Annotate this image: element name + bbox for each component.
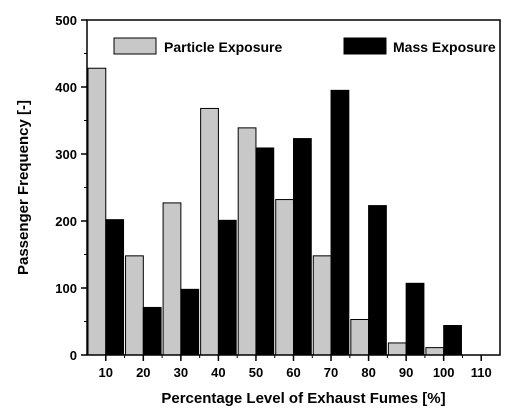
x-tick-label-10: 10 [99,365,113,380]
bar-particle-exposure-20 [125,255,144,356]
bar-mass-exposure-60 [293,138,312,356]
legend-swatch-mass-exposure [343,37,387,55]
x-axis-title: Percentage Level of Exhaust Fumes [%] [161,390,445,407]
x-tick-label-80: 80 [361,365,375,380]
x-tick-label-20: 20 [136,365,150,380]
y-tick-label-0: 0 [70,348,77,363]
bar-mass-exposure-40 [217,219,237,356]
y-tick-label-400: 400 [55,80,77,95]
x-tick-label-40: 40 [211,365,225,380]
x-tick-label-70: 70 [324,365,338,380]
legend-label-particle-exposure: Particle Exposure [164,39,282,55]
bar-particle-exposure-30 [162,202,182,356]
y-axis-title: Passenger Frequency [-] [15,100,32,275]
legend: Particle Exposure Mass Exposure [113,37,496,55]
bar-particle-exposure-80 [350,318,370,356]
bar-mass-exposure-30 [180,288,200,356]
y-tick-label-200: 200 [55,214,77,229]
x-tick-label-50: 50 [249,365,263,380]
x-tick-label-110: 110 [471,365,492,380]
bars-layer [87,67,462,356]
bar-mass-exposure-80 [368,205,387,356]
bar-particle-exposure-70 [312,255,332,356]
bar-mass-exposure-70 [330,89,350,356]
x-tick-label-30: 30 [174,365,188,380]
legend-label-mass-exposure: Mass Exposure [393,39,496,55]
legend-swatch-particle-exposure [113,37,157,55]
bar-particle-exposure-90 [387,342,407,356]
bar-mass-exposure-10 [105,219,125,356]
bar-particle-exposure-100 [425,347,445,356]
bar-mass-exposure-20 [142,306,162,356]
x-tick-label-90: 90 [399,365,413,380]
x-tick-label-60: 60 [286,365,300,380]
bar-particle-exposure-10 [87,67,107,356]
x-tick-label-100: 100 [433,365,455,380]
bar-mass-exposure-90 [405,282,425,356]
bar-particle-exposure-40 [200,107,219,356]
y-tick-label-100: 100 [55,281,77,296]
y-tick-label-300: 300 [55,147,77,162]
bar-mass-exposure-100 [443,325,462,356]
bar-particle-exposure-60 [275,199,294,356]
bar-mass-exposure-50 [255,147,275,356]
x-axis: 10 20 30 40 50 60 70 80 90 100 110 [99,355,492,380]
y-tick-label-500: 500 [55,13,77,28]
bar-particle-exposure-50 [237,127,257,356]
y-axis: 0 100 200 300 400 500 [55,13,87,363]
